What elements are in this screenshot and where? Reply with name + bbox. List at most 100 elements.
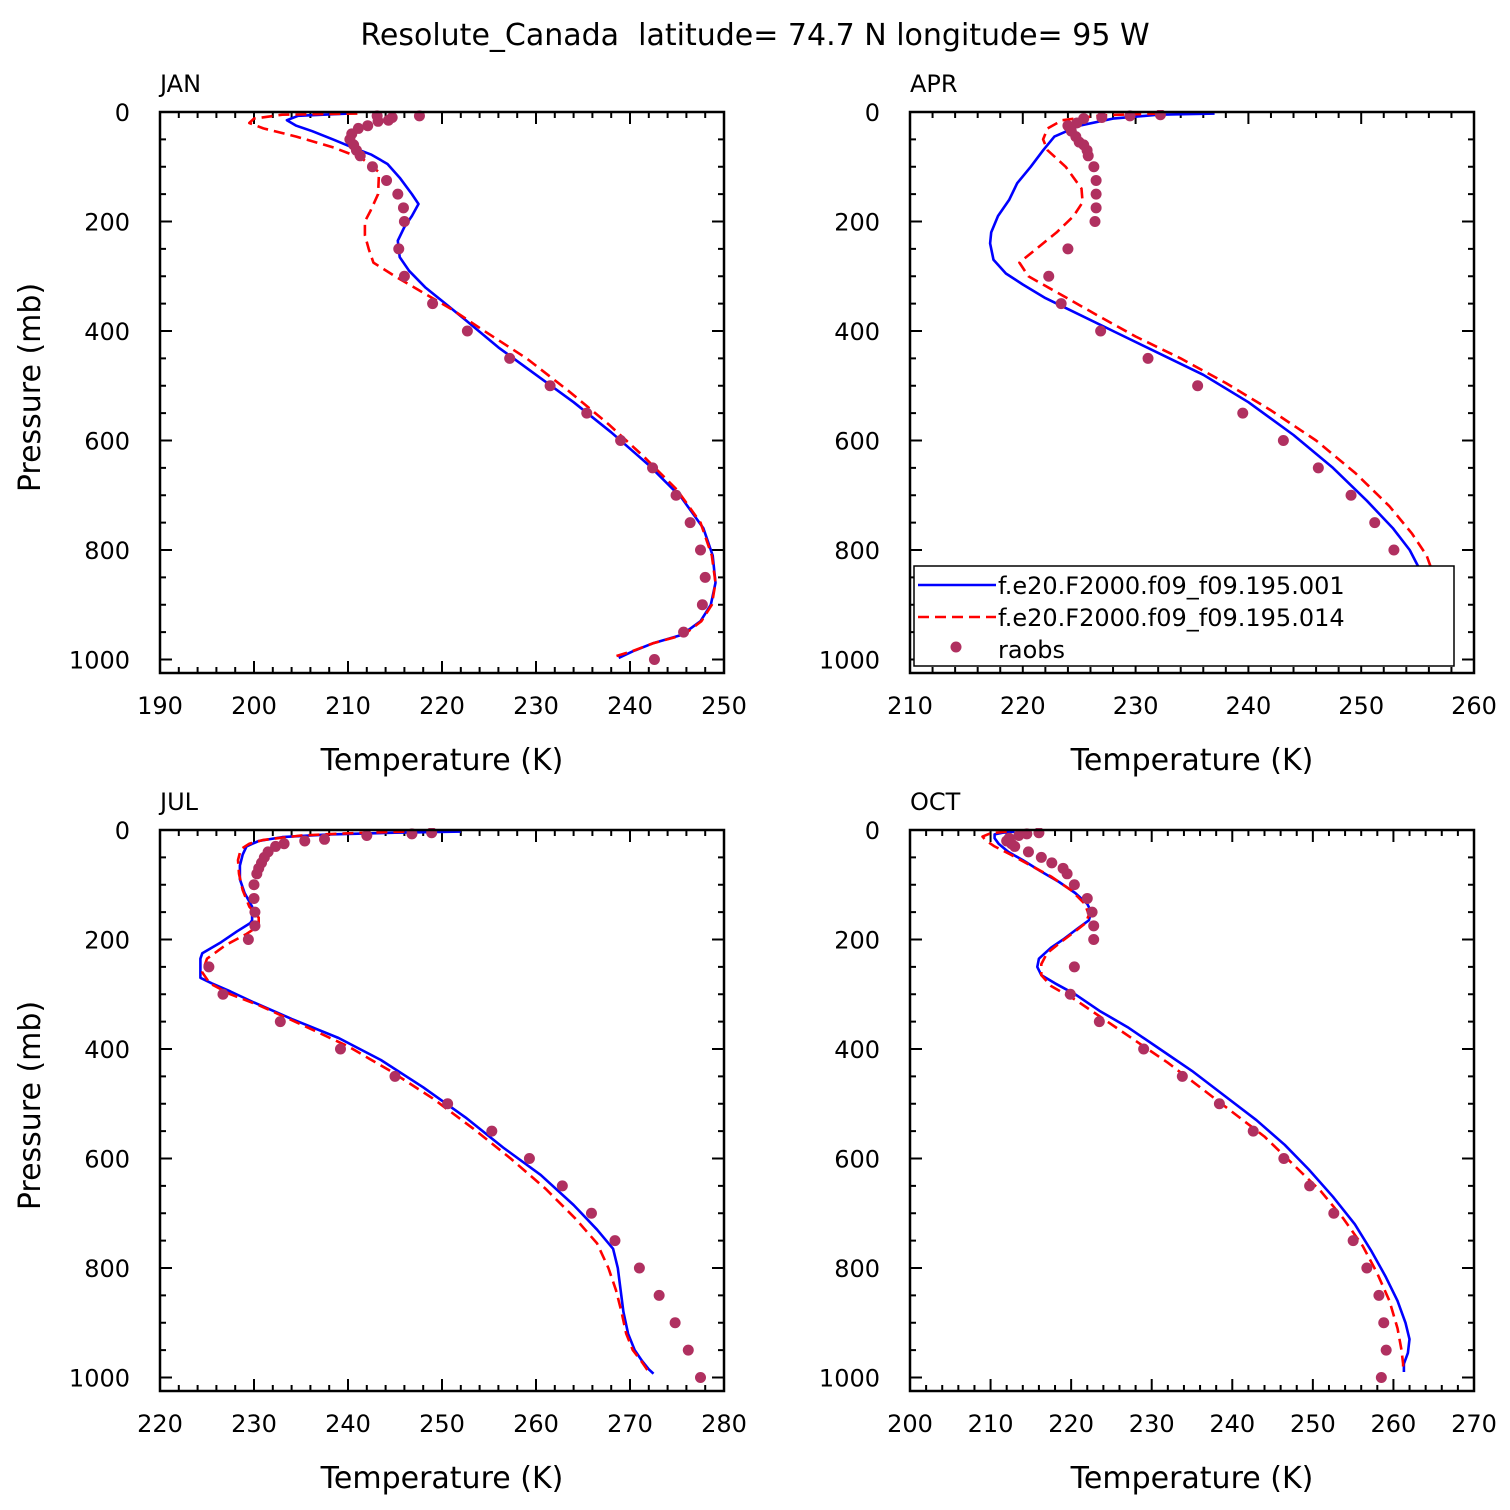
raobs-point (1304, 1180, 1316, 1192)
plot-frame (158, 110, 726, 675)
raobs-point (1088, 934, 1100, 945)
panel-jan: JAN 190 200 210 220 230 240 250 0 200 400 600 800 100… (13, 70, 747, 778)
raobs-point (670, 489, 682, 501)
raobs-point (695, 544, 706, 556)
x-tick-label: 230 (513, 692, 559, 720)
raobs-point (1380, 1344, 1392, 1356)
x-tick-label: 260 (513, 1410, 559, 1438)
x-tick-label: 240 (325, 1410, 371, 1438)
raobs-point (699, 571, 711, 583)
raobs-point (461, 325, 473, 337)
y-tick-label: 600 (834, 428, 880, 456)
legend-label: f.e20.F2000.f09_f09.195.014 (998, 604, 1345, 632)
x-tick-label: 240 (607, 692, 653, 720)
plot-frame (158, 828, 726, 1393)
raobs-point (1388, 544, 1400, 556)
raobs-point (1176, 1070, 1188, 1082)
y-tick-label: 0 (115, 99, 130, 127)
y-axis-label: Pressure (mb) (13, 283, 48, 492)
raobs-point (1095, 325, 1107, 337)
series-line-014 (248, 112, 717, 659)
plot-area (981, 828, 1411, 1383)
raobs-point (556, 1180, 568, 1192)
raobs-point (1378, 1317, 1390, 1329)
raobs-point (585, 1207, 597, 1219)
raobs-point (1081, 892, 1093, 904)
series-line-001 (199, 830, 655, 1375)
x-tick-label: 230 (1129, 1410, 1175, 1438)
raobs-point (251, 868, 263, 880)
raobs-point (1088, 920, 1100, 932)
raobs-point (203, 961, 215, 973)
raobs-point (1035, 851, 1047, 863)
y-tick-label: 400 (834, 1036, 880, 1064)
raobs-point (1088, 161, 1100, 173)
x-tick-label: 240 (1209, 1410, 1255, 1438)
raobs-point (682, 1344, 694, 1356)
raobs-point (696, 599, 708, 611)
y-tick-label: 200 (834, 927, 880, 955)
raobs-point (695, 1372, 706, 1383)
y-axis-label: Pressure (mb) (13, 1001, 48, 1210)
raobs-point (366, 161, 378, 173)
raobs-point (1277, 435, 1289, 446)
raobs-point (504, 352, 516, 364)
raobs-point (633, 1262, 645, 1274)
raobs-point (334, 1043, 346, 1055)
raobs-point (1090, 174, 1102, 186)
raobs-point (1064, 988, 1076, 1000)
legend-marker (950, 641, 962, 653)
x-tick-label: 270 (1451, 1410, 1497, 1438)
series-line-014 (981, 830, 1405, 1372)
raobs-point (1375, 1372, 1387, 1383)
panels: JAN 190 200 210 220 230 240 250 0 200 400 600 800 100… (13, 70, 1497, 1496)
y-tick-label: 0 (865, 817, 880, 845)
plot-area (248, 110, 717, 665)
raobs-point (1373, 1289, 1385, 1301)
raobs-point (1142, 352, 1154, 364)
raobs-point (442, 1098, 454, 1110)
raobs-point (581, 407, 593, 419)
raobs-point (299, 835, 311, 847)
raobs-point (1009, 840, 1021, 852)
x-axis-label: Temperature (K) (320, 743, 564, 778)
raobs-point (684, 517, 696, 529)
x-tick-label: 200 (231, 692, 277, 720)
raobs-point (1237, 407, 1249, 419)
raobs-point (354, 150, 366, 162)
raobs-point (1347, 1235, 1359, 1247)
plot-frame (908, 828, 1476, 1393)
raobs-point (1312, 462, 1324, 474)
plot-frame (908, 110, 1476, 675)
raobs-point (319, 833, 330, 845)
x-tick-label: 250 (1338, 692, 1384, 720)
figure-title: Resolute_Canada latitude= 74.7 N longitu… (360, 18, 1149, 53)
raobs-point (274, 1016, 286, 1028)
raobs-point (647, 462, 659, 474)
raobs-point (382, 114, 394, 126)
raobs-point (1071, 117, 1083, 129)
plot-area (199, 828, 706, 1383)
y-tick-label: 400 (84, 318, 130, 346)
raobs-point (523, 1153, 535, 1164)
y-tick-label: 200 (84, 209, 130, 237)
raobs-point (1089, 216, 1101, 227)
raobs-point (1086, 906, 1098, 918)
raobs-point (669, 1317, 681, 1329)
raobs-point (389, 1070, 401, 1082)
y-tick-label: 600 (84, 1146, 130, 1174)
panel-label: APR (910, 70, 958, 98)
raobs-point (372, 115, 384, 127)
raobs-point (242, 934, 254, 945)
legend-box (913, 565, 1455, 667)
y-tick-label: 200 (834, 209, 880, 237)
x-tick-label: 200 (887, 1410, 933, 1438)
x-tick-label: 210 (325, 692, 371, 720)
raobs-point (278, 838, 290, 850)
y-tick-label: 0 (115, 817, 130, 845)
raobs-point (544, 380, 556, 392)
raobs-point (1247, 1125, 1259, 1137)
raobs-point (1093, 1016, 1105, 1028)
raobs-point (248, 879, 260, 891)
